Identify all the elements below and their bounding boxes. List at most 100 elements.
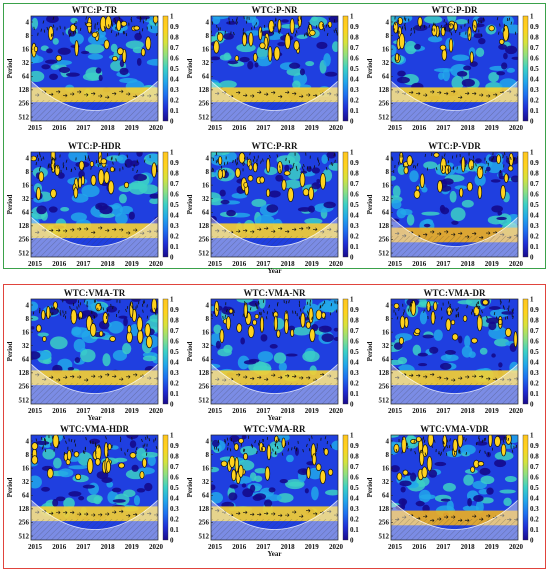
colorbar-tick-label: 0.5: [530, 201, 539, 209]
colorbar-tick-label: 0.5: [350, 348, 359, 356]
colorbar-tick-label: 0.4: [170, 358, 179, 366]
y-tick-label: 8: [386, 451, 390, 459]
colorbar-tick-label: 0.3: [530, 86, 539, 94]
colorbar-tick-label: 0.7: [350, 180, 359, 188]
y-tick-label: 256: [379, 236, 390, 244]
colorbar-tick-label: 0.5: [170, 201, 179, 209]
colorbar-tick-label: 0.9: [350, 23, 359, 31]
colorbar: [162, 151, 169, 258]
x-tick-label: 2019: [485, 124, 500, 132]
y-tick-label: 4: [386, 437, 390, 445]
colorbar-tick-label: 1: [170, 431, 174, 439]
colorbar: [342, 298, 349, 405]
panel-title: WTC:VMA-RR: [244, 424, 306, 434]
y-tick-label: 32: [202, 59, 210, 67]
y-tick-label: 256: [199, 519, 210, 527]
x-tick-label: 2015: [28, 260, 43, 268]
colorbar-tick-label: 0: [170, 117, 174, 125]
p-group-frame: [3, 3, 546, 269]
x-tick-label: 2018: [101, 407, 116, 415]
y-tick-label: 16: [382, 328, 390, 336]
panel-title: WTC:P-RR: [252, 141, 298, 151]
colorbar-tick-label: 0.8: [530, 452, 539, 460]
colorbar-tick-label: 1: [170, 295, 174, 303]
y-tick-label: 256: [199, 100, 210, 108]
y-tick-label: 32: [382, 195, 390, 203]
colorbar-tick-label: 1: [530, 148, 534, 156]
colorbar-tick-label: 1: [170, 148, 174, 156]
x-tick-label: 2020: [329, 124, 344, 132]
colorbar-tick-label: 0.2: [350, 96, 359, 104]
y-tick-label: 512: [199, 532, 210, 540]
panel-title: WTC:P-NR: [252, 5, 298, 15]
colorbar-tick-label: 0.2: [170, 96, 179, 104]
colorbar-tick-label: 0.1: [350, 526, 359, 534]
x-tick-label: 2018: [461, 543, 476, 551]
y-tick-label: 128: [199, 86, 210, 94]
x-tick-label: 2019: [125, 407, 140, 415]
x-tick-label: 2020: [149, 124, 164, 132]
x-axis-label: Year: [268, 414, 282, 422]
y-tick-label: 64: [22, 209, 30, 217]
y-tick-label: 4: [386, 154, 390, 162]
colorbar-tick-label: 0: [350, 536, 354, 544]
colorbar-tick-label: 0.9: [170, 159, 179, 167]
y-axis-label: Period: [6, 194, 14, 214]
y-tick-label: 512: [19, 532, 30, 540]
x-tick-label: 2017: [76, 124, 91, 132]
panel-title: WTC:P-VDR: [428, 141, 481, 151]
colorbar-tick-label: 0.1: [350, 390, 359, 398]
y-tick-label: 512: [19, 249, 30, 257]
y-axis-label: Period: [186, 477, 194, 497]
y-tick-label: 64: [382, 73, 390, 81]
colorbar: [162, 15, 169, 122]
colorbar-tick-label: 0.3: [530, 369, 539, 377]
y-tick-label: 8: [206, 168, 210, 176]
colorbar-tick-label: 0.8: [350, 33, 359, 41]
y-tick-label: 32: [22, 59, 30, 67]
colorbar-tick-label: 0.7: [170, 327, 179, 335]
wtc-panel: WTC:P-VDR 4 8 16 32 64 128 256 512 Period 2015 2016…: [366, 141, 539, 268]
y-tick-label: 64: [382, 209, 390, 217]
colorbar-tick-label: 0.9: [350, 159, 359, 167]
colorbar: [162, 434, 169, 541]
y-tick-label: 16: [382, 45, 390, 53]
y-axis-label: Period: [186, 194, 194, 214]
y-tick-label: 8: [386, 168, 390, 176]
x-tick-label: 2015: [388, 124, 403, 132]
x-tick-label: 2016: [232, 543, 247, 551]
y-tick-label: 64: [202, 492, 210, 500]
colorbar-tick-label: 0.8: [530, 169, 539, 177]
colorbar-tick-label: 0.2: [350, 515, 359, 523]
x-tick-label: 2018: [461, 260, 476, 268]
panel-title: WTC:VMA-HDR: [60, 424, 129, 434]
x-tick-label: 2016: [232, 124, 247, 132]
colorbar-tick-label: 0.8: [530, 316, 539, 324]
x-tick-label: 2017: [76, 260, 91, 268]
colorbar-tick-label: 0.6: [170, 190, 179, 198]
y-axis-label: Period: [6, 341, 14, 361]
y-tick-label: 128: [379, 505, 390, 513]
colorbar-tick-label: 0.6: [530, 473, 539, 481]
colorbar-tick-label: 0.2: [350, 232, 359, 240]
y-tick-label: 32: [22, 342, 30, 350]
y-tick-label: 16: [382, 181, 390, 189]
coherence-heatmap: [31, 16, 158, 121]
y-tick-label: 32: [382, 59, 390, 67]
colorbar-tick-label: 0.2: [170, 232, 179, 240]
coherence-heatmap: [211, 299, 338, 404]
wtc-panel: WTC:VMA-HDR 4 8 16 32 64 128 256 512 Period 2015 20…: [6, 424, 179, 551]
colorbar-tick-label: 0.6: [530, 190, 539, 198]
colorbar-tick-label: 0.9: [170, 306, 179, 314]
x-tick-label: 2016: [232, 260, 247, 268]
panel-title: WTC:P-DR: [432, 5, 478, 15]
colorbar-tick-label: 0.7: [530, 44, 539, 52]
coherence-heatmap: [211, 16, 338, 121]
y-tick-label: 512: [379, 396, 390, 404]
x-tick-label: 2020: [329, 407, 344, 415]
x-tick-label: 2015: [28, 543, 43, 551]
colorbar-tick-label: 1: [530, 12, 534, 20]
colorbar-tick-label: 0.2: [170, 515, 179, 523]
x-tick-label: 2020: [329, 260, 344, 268]
x-tick-label: 2020: [509, 260, 524, 268]
